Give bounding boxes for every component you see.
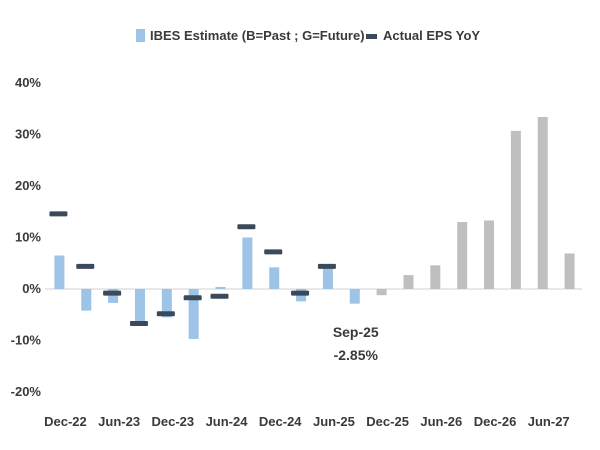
y-tick-label: 10% [15,230,41,245]
annotation-value: -2.85% [334,347,379,363]
x-tick-label: Jun-25 [313,414,355,429]
estimate-bar-mar-27 [510,130,521,289]
x-tick-label: Jun-27 [528,414,570,429]
estimate-bar-jun-27 [537,116,548,290]
estimate-bar-mar-26 [403,275,414,289]
y-tick-label: -10% [11,333,42,348]
actual-marker-dec-24 [264,249,283,255]
estimate-bar-jun-25 [322,267,333,289]
legend: IBES Estimate (B=Past ; G=Future) Actual… [136,28,480,43]
estimate-bar-dec-22 [54,255,65,289]
estimate-bar-jun-23 [108,289,119,303]
legend-actual-swatch [366,34,377,39]
estimate-bar-dec-26 [484,220,495,289]
annotation-label: Sep-25 [333,324,379,340]
legend-estimate-swatch [136,29,145,42]
x-tick-label: Dec-25 [366,414,409,429]
estimate-bar-jun-24 [215,286,226,289]
estimate-bar-sep-25 [349,289,360,304]
x-tick-label: Jun-24 [206,414,249,429]
actual-marker-sep-24 [237,224,256,230]
estimate-bar-sep-26 [457,222,468,289]
annotation-sep-25: Sep-25 -2.85% [333,324,379,363]
legend-actual-label: Actual EPS YoY [383,28,480,43]
estimate-bar-sep-24 [242,237,253,289]
estimate-bar-dec-23 [161,289,172,318]
y-tick-label: 20% [15,178,41,193]
x-tick-label: Dec-24 [259,414,302,429]
estimate-bar-mar-23 [81,289,92,311]
actual-marker-dec-23 [156,311,175,317]
y-tick-label: -20% [11,384,42,399]
x-tick-label: Dec-23 [152,414,195,429]
actual-marker-mar-23 [76,263,95,269]
actual-marker-sep-23 [129,321,148,327]
estimate-bar-mar-24 [188,289,199,339]
x-tick-label: Jun-26 [420,414,462,429]
estimate-bar-dec-25 [376,289,387,296]
actual-marker-jun-24 [210,293,229,299]
x-axis-ticks: Dec-22 Jun-23 Dec-23 Jun-24 Dec-24 Jun-25 Dec-… [44,414,570,429]
actual-markers [49,211,336,327]
estimate-bars [54,116,575,339]
legend-estimate-label: IBES Estimate (B=Past ; G=Future) [150,28,365,43]
x-tick-label: Jun-23 [98,414,140,429]
y-tick-label: 40% [15,75,41,90]
estimate-bar-jun-26 [430,265,441,289]
estimate-bar-dec-24 [269,267,280,289]
actual-marker-jun-23 [103,290,122,296]
actual-marker-mar-25 [291,290,310,296]
y-tick-label: 30% [15,127,41,142]
estimate-bar-sep-23 [134,289,145,321]
actual-marker-mar-24 [183,295,202,301]
estimate-bar-sep-27 [564,253,575,289]
x-tick-label: Dec-26 [474,414,517,429]
y-axis-ticks: 40% 30% 20% 10% 0% -10% -20% [11,75,42,399]
x-tick-label: Dec-22 [44,414,87,429]
actual-marker-dec-22 [49,211,68,217]
actual-marker-jun-25 [317,263,336,269]
y-tick-label: 0% [22,281,41,296]
